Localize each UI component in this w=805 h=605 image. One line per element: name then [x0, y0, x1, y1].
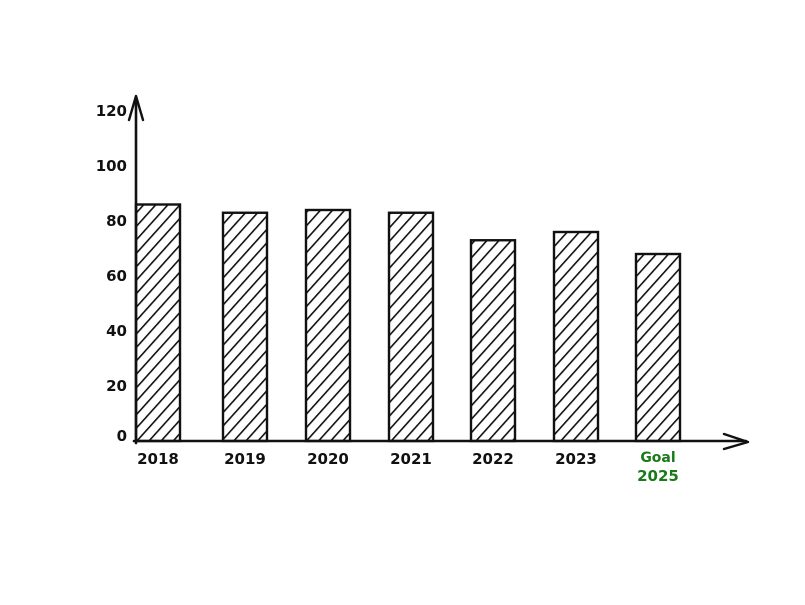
y-axis-arrow-icon: [127, 94, 145, 122]
x-tick-label: 2018: [137, 450, 179, 468]
x-tick-label: 2020: [307, 450, 349, 468]
bars-layer: [134, 203, 682, 443]
axes-layer: [127, 94, 750, 451]
y-tick-label: 40: [106, 322, 127, 340]
x-tick-label: Goal 2025: [637, 450, 679, 485]
bar-2020: [304, 208, 352, 443]
bar-2022: [469, 239, 517, 443]
bar-2021: [387, 211, 435, 443]
x-tick-label: 2021: [390, 450, 432, 468]
x-axis-arrow-icon: [722, 432, 750, 451]
bar-goal-2025: [634, 252, 682, 443]
x-tick-label: 2019: [224, 450, 266, 468]
y-tick-label: 120: [96, 102, 127, 120]
y-tick-label: 100: [96, 157, 127, 175]
bar-2023: [552, 230, 600, 443]
bar-2019: [221, 211, 269, 443]
y-tick-label: 80: [106, 212, 127, 230]
x-tick-label: 2022: [472, 450, 514, 468]
bar-2018: [134, 203, 182, 443]
y-tick-label: 20: [106, 377, 127, 395]
y-tick-label: 0: [117, 427, 127, 445]
x-tick-label: 2023: [555, 450, 597, 468]
labels-layer: 0 20 40 60 80 100 120 2018 2019 2020 2021 2022 2023 G…: [96, 102, 679, 485]
y-tick-label: 60: [106, 267, 127, 285]
